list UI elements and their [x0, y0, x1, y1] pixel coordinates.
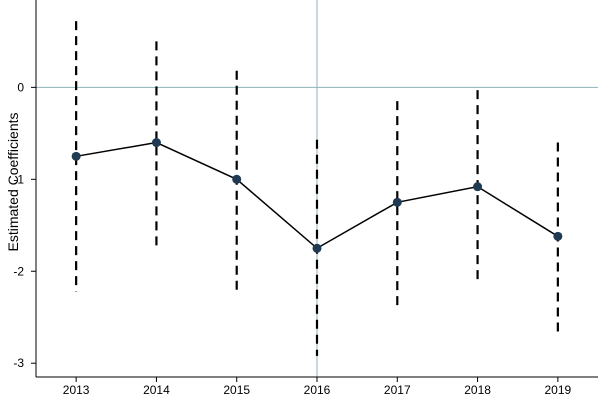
data-point-2015	[232, 174, 242, 184]
y-tick-label: 0	[17, 80, 24, 94]
x-tick-label: 2019	[545, 383, 572, 397]
axes: 0 -1 -2 -3 2013 2014 2015 2016 2017 2018 2019	[13, 0, 598, 397]
y-axis-title: Estimated Coefficients	[5, 112, 21, 251]
x-tick-label: 2017	[384, 383, 411, 397]
data-point-2017	[392, 197, 402, 207]
y-tick-label: -2	[13, 264, 24, 278]
data-point-2019	[553, 231, 563, 241]
data-point-2013	[71, 151, 81, 161]
data-point-2016	[312, 243, 322, 253]
y-tick-label: -1	[13, 172, 24, 186]
data-point-2018	[473, 182, 483, 192]
x-tick-label: 2015	[223, 383, 250, 397]
x-tick-label: 2018	[464, 383, 491, 397]
x-tick-label: 2016	[304, 383, 331, 397]
data-points	[71, 138, 563, 253]
data-point-2014	[151, 138, 161, 148]
x-tick-label: 2013	[63, 383, 90, 397]
y-tick-label: -3	[13, 356, 24, 370]
x-tick-label: 2014	[143, 383, 170, 397]
